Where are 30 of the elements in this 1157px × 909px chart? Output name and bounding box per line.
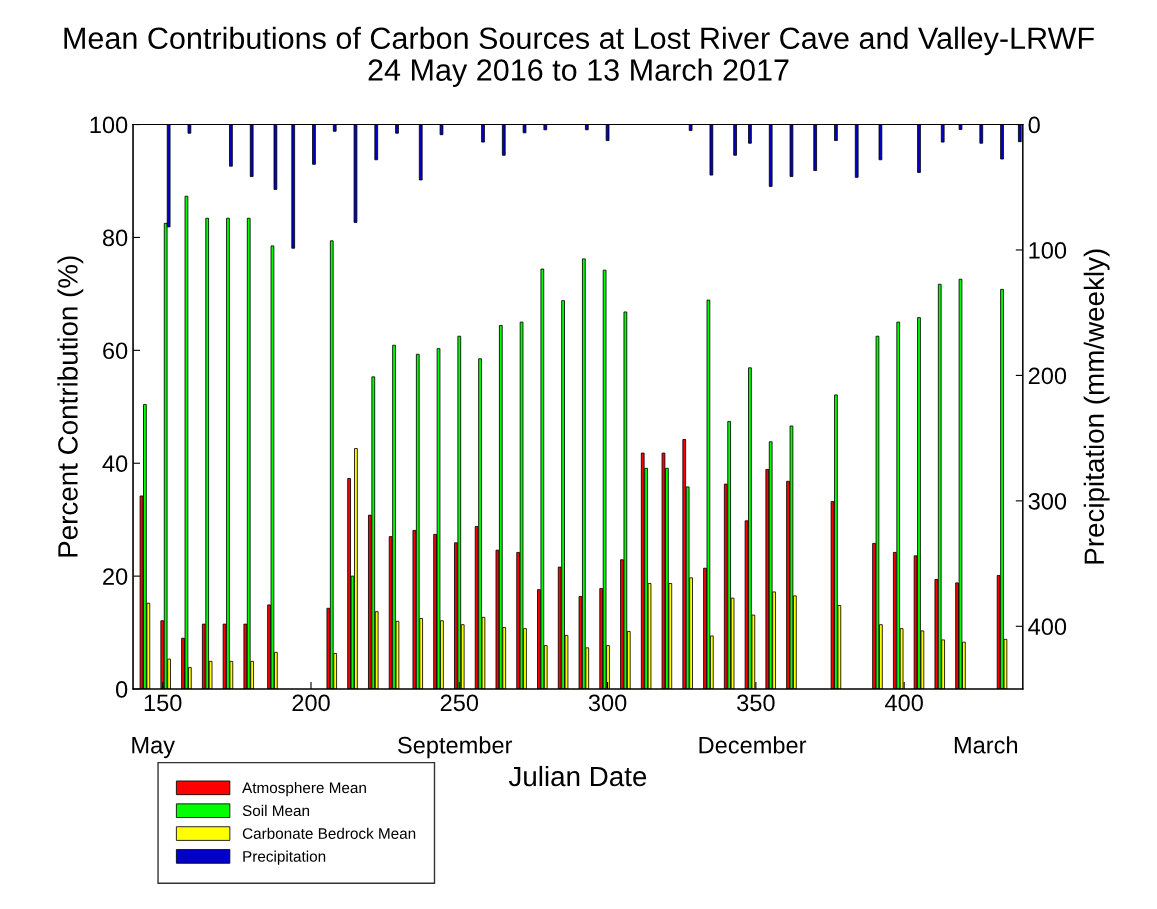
y2-tick-label: 200 [1028, 367, 1067, 385]
y-axis-title: Percent Contribution (%) [57, 256, 84, 557]
text: March [954, 736, 1018, 754]
x-tick-label: 300 [588, 694, 627, 712]
text: September [398, 736, 513, 759]
y2-axis-title: Precipitation (mm/weekly) [1083, 249, 1110, 564]
x-tick-label: 400 [885, 694, 923, 712]
y2-tick-label: 100 [1029, 242, 1067, 259]
legend-label: Soil Mean [242, 804, 310, 817]
y-tick-label: 0 [115, 681, 128, 698]
text: December [699, 736, 807, 754]
y-tick-label: 100 [90, 116, 128, 134]
chart-title: Mean Contributions of Carbon Sources at Lost River Cave and Valley-LRWF [64, 26, 1094, 56]
y2-tick-label: 300 [1028, 492, 1067, 510]
y2-tick-label: 400 [1028, 618, 1067, 636]
y-tick-label: 40 [102, 455, 128, 473]
y-tick-label: 80 [102, 229, 128, 247]
legend-label: Carbonate Bedrock Mean [242, 827, 416, 839]
x-tick-label: 150 [144, 694, 182, 712]
y2-tick-label: 0 [1028, 116, 1040, 134]
chart-subtitle: 24 May 2016 to 13 March 2017 [368, 58, 789, 87]
legend-label: Precipitation [243, 850, 326, 865]
y-tick-label: 60 [103, 342, 128, 360]
x-axis-title: Julian Date [508, 765, 647, 787]
x-tick-label: 200 [292, 694, 330, 712]
y-tick-label: 20 [103, 568, 128, 585]
text: May [132, 737, 175, 759]
x-tick-label: 250 [440, 694, 479, 712]
x-tick-label: 350 [737, 694, 775, 712]
legend-label: Atmosphere Mean [242, 781, 366, 797]
